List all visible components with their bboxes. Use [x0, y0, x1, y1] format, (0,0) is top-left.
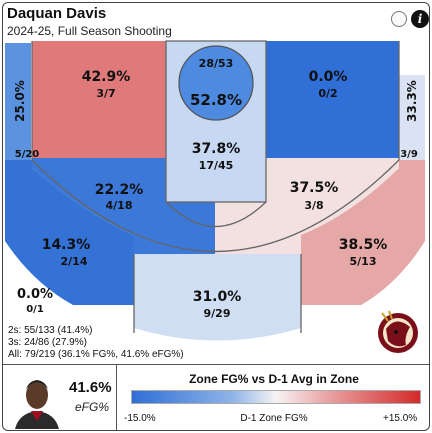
right-elbow-pct: 37.5%	[290, 180, 339, 196]
footer-vertical-divider	[116, 365, 117, 430]
zone-rim	[178, 45, 254, 121]
right-corner-pct: 33.3%	[405, 80, 419, 122]
zone-left-baseline-mid	[32, 41, 166, 158]
left-wing-pct: 14.3%	[42, 237, 91, 253]
right-wing-makes: 5/13	[350, 255, 377, 268]
player-name: Daquan Davis	[7, 5, 107, 22]
top-key-makes: 9/29	[204, 307, 231, 320]
summary-all: All: 79/219 (36.1% FG%, 41.6% eFG%)	[8, 349, 184, 360]
right-elbow-makes: 3/8	[304, 199, 323, 212]
toggle-circle-icon[interactable]	[391, 11, 407, 27]
left-corner-pct: 25.0%	[13, 80, 27, 122]
zone-top-key-three	[134, 254, 301, 341]
zone-right-baseline-mid	[266, 41, 399, 158]
left-wing-makes: 2/14	[61, 255, 88, 268]
legend-mid: D-1 Zone FG%	[240, 413, 308, 424]
court-chart: 28/53 52.8% 37.8% 17/45 25.0% 5/20 42.9%…	[5, 40, 425, 353]
seminole-head-logo	[378, 310, 418, 353]
legend-title: Zone FG% vs D-1 Avg in Zone	[189, 372, 359, 386]
footer-divider	[3, 364, 429, 365]
zone-left-corner	[5, 43, 31, 160]
season-label: 2024-25, Full Season Shooting	[7, 24, 172, 38]
paint-pct: 37.8%	[192, 141, 241, 157]
left-baseline-makes: 3/7	[96, 87, 115, 100]
right-baseline-makes: 0/2	[318, 87, 337, 100]
top-key-pct: 31.0%	[193, 289, 242, 305]
right-corner-makes: 3/9	[400, 149, 418, 160]
legend-color-bar	[131, 390, 421, 404]
zone-right-corner	[399, 75, 425, 160]
efg-value: 41.6%	[69, 379, 112, 396]
zone-left-wing-three	[5, 160, 134, 305]
left-corner-makes: 5/20	[15, 149, 40, 160]
summary-threes: 3s: 24/86 (27.9%)	[8, 337, 87, 348]
deep-left-makes: 0/1	[26, 304, 44, 315]
left-elbow-pct: 22.2%	[95, 182, 144, 198]
rim-pct: 52.8%	[190, 91, 242, 109]
left-baseline-pct: 42.9%	[82, 69, 131, 85]
legend-min: -15.0%	[124, 413, 156, 424]
zone-right-wing-three	[301, 160, 425, 305]
right-wing-pct: 38.5%	[339, 237, 388, 253]
player-headshot	[11, 369, 63, 429]
summary-twos: 2s: 55/133 (41.4%)	[8, 325, 93, 336]
zone-right-elbow-mid	[215, 158, 399, 254]
deep-left-pct: 0.0%	[17, 287, 53, 302]
paint-makes: 17/45	[199, 159, 234, 172]
info-icon[interactable]: i	[411, 10, 429, 28]
zone-left-elbow-mid	[32, 158, 215, 254]
legend-max: +15.0%	[383, 413, 418, 424]
rim-makes: 28/53	[199, 57, 234, 70]
left-elbow-makes: 4/18	[106, 199, 133, 212]
efg-label: eFG%	[75, 400, 110, 414]
right-baseline-pct: 0.0%	[309, 69, 348, 85]
